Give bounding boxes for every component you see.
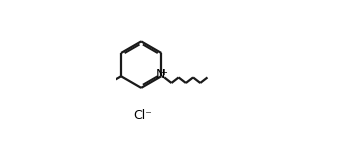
Text: N: N (156, 68, 165, 81)
Text: +: + (160, 68, 167, 77)
Text: Cl⁻: Cl⁻ (133, 109, 152, 122)
